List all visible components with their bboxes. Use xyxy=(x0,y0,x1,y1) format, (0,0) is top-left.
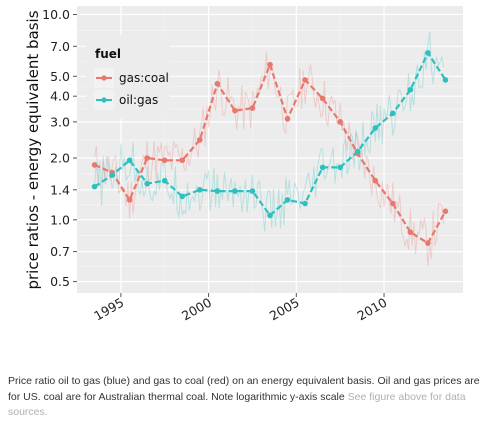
data-point-oil-gas xyxy=(319,164,326,171)
y-tick-label: 0.7 xyxy=(50,244,70,259)
y-tick-label: 4.0 xyxy=(50,89,70,104)
data-point-oil-gas xyxy=(126,157,133,164)
legend: fuel gas:coal oil:gas xyxy=(86,35,170,119)
data-point-gas-coal xyxy=(407,229,414,236)
raw-trace-oil-gas xyxy=(94,31,445,232)
data-point-oil-gas xyxy=(161,177,168,184)
data-point-oil-gas xyxy=(214,188,221,194)
data-point-oil-gas xyxy=(302,200,308,207)
data-point-gas-coal xyxy=(337,119,343,125)
data-point-gas-coal xyxy=(161,157,168,164)
data-point-gas-coal xyxy=(319,95,326,102)
y-tick-label: 0.5 xyxy=(50,274,70,289)
caption-link[interactable]: See figure above for data sources. xyxy=(8,390,466,419)
data-point-oil-gas xyxy=(442,77,449,83)
x-tick-label: 2000 xyxy=(179,295,214,324)
data-point-gas-coal xyxy=(284,116,291,122)
legend-label-gas-coal: gas:coal xyxy=(119,71,169,85)
x-tick-label: 2010 xyxy=(354,295,389,324)
y-tick-label: 7.0 xyxy=(50,39,70,54)
series-line-oil-gas xyxy=(93,50,447,218)
x-tick-label: 1995 xyxy=(91,295,126,324)
data-point-oil-gas xyxy=(197,186,203,193)
y-tick-label: 5.0 xyxy=(50,69,70,84)
data-point-gas-coal xyxy=(425,240,431,246)
data-point-gas-coal xyxy=(372,177,379,184)
series-layer xyxy=(91,50,449,246)
caption-text: Price ratio oil to gas (blue) and gas to… xyxy=(8,375,480,403)
y-tick-label: 10.0 xyxy=(42,7,70,22)
data-point-oil-gas xyxy=(249,188,256,194)
data-point-gas-coal xyxy=(91,162,98,168)
data-point-oil-gas xyxy=(284,197,291,203)
data-point-gas-coal xyxy=(179,157,186,164)
data-point-gas-coal xyxy=(390,200,396,207)
data-point-gas-coal xyxy=(144,155,150,161)
figure-caption: Price ratio oil to gas (blue) and gas to… xyxy=(8,374,480,421)
data-point-oil-gas xyxy=(232,188,238,194)
data-point-gas-coal xyxy=(249,105,256,111)
data-point-oil-gas xyxy=(179,193,186,200)
data-point-oil-gas xyxy=(390,110,396,117)
data-point-gas-coal xyxy=(302,77,308,83)
grid xyxy=(77,6,463,293)
y-tick-label: 2.0 xyxy=(50,150,70,165)
data-point-gas-coal xyxy=(267,61,273,68)
data-point-gas-coal xyxy=(214,80,221,87)
y-axis-title: price ratios - energy equivalent basis xyxy=(24,10,42,289)
data-point-gas-coal xyxy=(126,197,133,203)
data-point-oil-gas xyxy=(407,86,414,93)
legend-title: fuel xyxy=(95,47,121,61)
y-tick-label: 1.0 xyxy=(50,212,70,227)
y-tick-label: 1.4 xyxy=(50,182,70,197)
data-point-oil-gas xyxy=(91,183,98,190)
data-point-oil-gas xyxy=(425,50,431,56)
y-tick-label: 3.0 xyxy=(50,114,70,129)
data-point-oil-gas xyxy=(354,148,361,155)
data-point-gas-coal xyxy=(232,107,238,114)
legend-label-oil-gas: oil:gas xyxy=(119,93,158,107)
data-point-oil-gas xyxy=(109,172,115,178)
data-point-oil-gas xyxy=(267,212,273,219)
data-point-gas-coal xyxy=(442,208,449,215)
x-tick-label: 2005 xyxy=(267,295,302,324)
data-point-gas-coal xyxy=(197,137,203,143)
legend-key-oil-gas xyxy=(94,90,114,110)
legend-key-gas-coal xyxy=(94,68,114,88)
data-point-oil-gas xyxy=(372,125,379,131)
data-point-oil-gas xyxy=(144,180,150,187)
price-ratio-chart: 0.5 0.7 1.0 1.4 2.0 3.0 4.0 5.0 7.0 10.0 1995 2000 2… xyxy=(24,6,463,324)
data-point-oil-gas xyxy=(337,164,343,171)
